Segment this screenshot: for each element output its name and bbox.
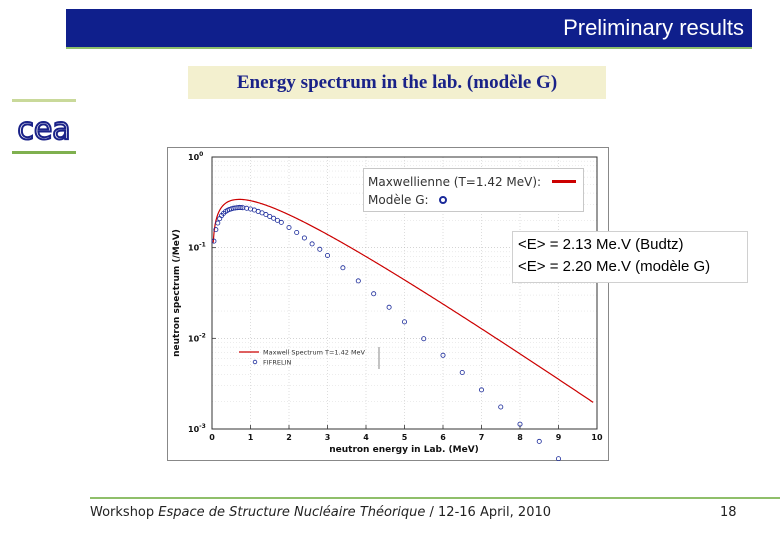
data-point: [267, 213, 273, 219]
model-legend-line: [552, 180, 576, 183]
logo-bottom-bar: [12, 151, 76, 154]
footer-divider: [90, 497, 780, 499]
data-point: [517, 421, 523, 427]
x-tick-label: 9: [556, 433, 562, 442]
header-bar: Preliminary results: [66, 9, 752, 49]
y-ticks: 100 10-1 10-2 10-3: [188, 151, 216, 434]
data-point: [211, 238, 217, 244]
data-point: [536, 438, 542, 444]
y-tick-label: 10-1: [188, 242, 206, 253]
x-tick-label: 2: [286, 433, 292, 442]
data-point: [340, 265, 346, 271]
slide-subtitle: Energy spectrum in the lab. (modèle G): [236, 72, 558, 93]
page-number: 18: [720, 505, 737, 520]
x-tick-label: 5: [402, 433, 408, 442]
legend-marker-swatch: [252, 359, 258, 365]
footer-prefix: Workshop: [90, 505, 159, 520]
x-axis-label: neutron energy in Lab. (MeV): [329, 445, 479, 455]
legend-entry-maxwell: Maxwell Spectrum T=1.42 MeV: [263, 349, 366, 357]
y-tick-label: 10-3: [188, 423, 206, 434]
x-tick-label: 1: [248, 433, 254, 442]
data-point: [294, 229, 300, 235]
data-point: [498, 404, 504, 410]
data-point: [324, 252, 330, 258]
data-point: [317, 246, 323, 252]
data-point: [263, 212, 269, 218]
data-point: [278, 219, 284, 225]
model-legend-marker-swatch: [439, 196, 447, 204]
x-tick-label: 8: [517, 433, 523, 442]
data-point: [478, 387, 484, 393]
logo-text: cea: [17, 112, 70, 147]
model-legend-row-maxwell: Maxwellienne (T=1.42 MeV):: [368, 175, 542, 189]
x-tick-label: 6: [440, 433, 446, 442]
mean-energy-model: <E> = 2.20 Me.V (modèle G): [518, 258, 711, 275]
data-point: [371, 291, 377, 297]
y-tick-exponent: 0: [199, 151, 203, 158]
y-tick-exponent: -1: [199, 242, 206, 249]
legend-entry-fifrelin: FIFRELIN: [263, 359, 292, 367]
y-tick-exponent: -3: [199, 423, 206, 430]
y-axis-label: neutron spectrum (/MeV): [172, 229, 182, 357]
x-tick-label: 3: [325, 433, 331, 442]
data-point: [440, 352, 446, 358]
data-point: [401, 319, 407, 325]
data-point: [355, 278, 361, 284]
y-tick-exponent: -2: [199, 332, 206, 339]
data-point: [274, 217, 280, 223]
logo-top-bar: [12, 99, 76, 102]
footer-workshop-title: Espace de Structure Nucléaire Théorique: [158, 505, 426, 520]
header-title: Preliminary results: [563, 15, 744, 40]
chart-legend: Maxwell Spectrum T=1.42 MeV FIFRELIN: [239, 347, 380, 369]
x-tick-label: 0: [209, 433, 215, 442]
x-tick-label: 10: [591, 433, 603, 442]
data-point: [386, 304, 392, 310]
data-point: [309, 241, 315, 247]
model-legend-row-model: Modèle G:: [368, 193, 429, 207]
subtitle-box: Energy spectrum in the lab. (modèle G): [188, 66, 606, 99]
model-legend-marker: [439, 196, 447, 204]
mean-energy-budtz: <E> = 2.13 Me.V (Budtz): [518, 236, 684, 253]
x-ticks: 0 1 2 3 4 5 6 7 8 9 10: [209, 425, 603, 442]
data-point: [238, 205, 244, 211]
data-point: [286, 224, 292, 230]
footer-dates: / 12-16 April, 2010: [425, 505, 552, 520]
data-point: [556, 456, 561, 461]
y-tick-label: 10-2: [188, 332, 206, 343]
footer-text: Workshop Espace de Structure Nucléaire T…: [90, 505, 551, 520]
y-tick-label: 100: [188, 151, 203, 162]
data-point: [271, 215, 277, 221]
data-point: [301, 235, 307, 241]
data-point: [421, 336, 427, 342]
data-point: [459, 369, 465, 375]
x-tick-label: 7: [479, 433, 485, 442]
data-point: [215, 220, 221, 226]
model-legend: Maxwellienne (T=1.42 MeV): Modèle G:: [363, 168, 584, 212]
x-tick-label: 4: [363, 433, 369, 442]
maxwell-spectrum-line: [212, 198, 594, 403]
cea-logo: cea: [12, 99, 76, 154]
fifrelin-points: [211, 205, 561, 461]
mean-energy-box: <E> = 2.13 Me.V (Budtz) <E> = 2.20 Me.V …: [512, 231, 748, 283]
model-legend-line-swatch: [552, 180, 576, 183]
data-point: [213, 227, 219, 233]
